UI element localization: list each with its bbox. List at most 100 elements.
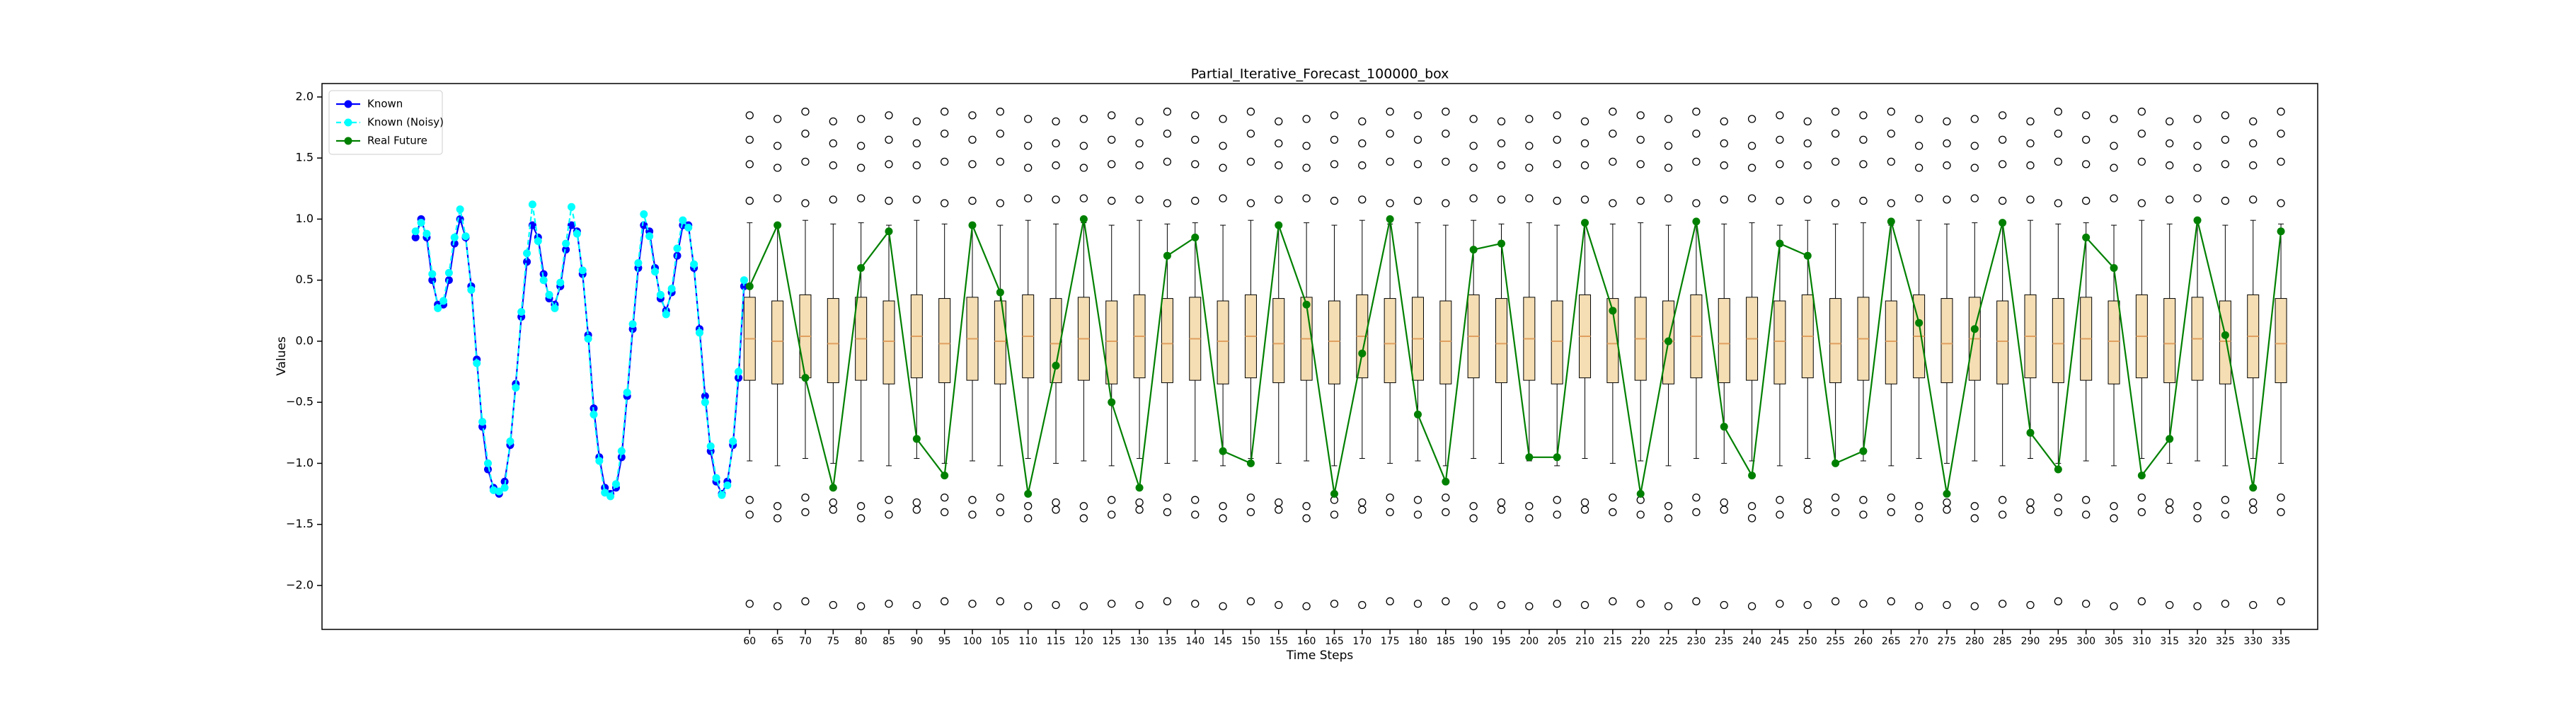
x-tick-label: 290 [2021, 636, 2040, 647]
flier [2221, 160, 2230, 169]
x-tick-label: 65 [771, 636, 784, 647]
flier [857, 602, 866, 610]
flier [1970, 602, 1979, 610]
series-marker [606, 492, 615, 501]
flier [1024, 502, 1033, 510]
flier [1943, 117, 1951, 126]
flier [1079, 502, 1088, 510]
flier [2166, 506, 2174, 514]
x-tick-label: 110 [1018, 636, 1037, 647]
flier [1108, 196, 1116, 205]
flier [1831, 597, 1840, 605]
flier [1553, 135, 1561, 144]
flier [1580, 117, 1589, 126]
flier [1831, 157, 1840, 166]
x-tick-label: 275 [1938, 636, 1957, 647]
flier [1580, 506, 1589, 514]
flier [941, 199, 949, 207]
x-tick-label: 320 [2188, 636, 2207, 647]
x-tick-label: 80 [855, 636, 868, 647]
flier [912, 139, 921, 148]
x-tick-label: 220 [1631, 636, 1650, 647]
series-marker [1887, 217, 1895, 226]
flier [1747, 502, 1756, 510]
flier [2193, 602, 2202, 610]
box [1161, 298, 1173, 384]
flier [1553, 600, 1561, 608]
flier [1302, 514, 1311, 523]
flier [857, 115, 866, 123]
flier [829, 139, 837, 148]
flier [2054, 508, 2062, 517]
flier [2277, 108, 2285, 116]
flier [1024, 514, 1033, 523]
flier [1246, 597, 1255, 605]
flier [1219, 115, 1227, 123]
box [1105, 300, 1118, 384]
box [1272, 298, 1285, 384]
flier [1636, 510, 1645, 519]
flier [2137, 493, 2146, 502]
flier [2166, 600, 2174, 610]
x-tick-label: 105 [991, 636, 1010, 647]
flier [1135, 600, 1144, 610]
series-marker [495, 487, 503, 496]
series-marker [1302, 300, 1311, 309]
flier [1580, 139, 1589, 148]
flier [1970, 514, 1979, 523]
x-tick-label: 140 [1185, 636, 1204, 647]
box [1495, 298, 1508, 384]
x-tick-label: 130 [1130, 636, 1149, 647]
flier [1413, 600, 1422, 608]
x-tick-label: 330 [2243, 636, 2262, 647]
flier [2221, 196, 2230, 205]
flier [2277, 157, 2285, 166]
flier [1469, 115, 1478, 123]
flier [941, 597, 949, 605]
flier [1747, 115, 1756, 123]
flier [1692, 199, 1701, 207]
flier [1776, 196, 1784, 205]
series-marker [617, 453, 626, 462]
series-marker [2193, 216, 2202, 224]
flier [1079, 602, 1088, 610]
series-marker [912, 435, 921, 443]
series-marker [774, 221, 782, 229]
series-marker [439, 297, 448, 305]
flier [1803, 139, 1812, 148]
series-marker [434, 304, 442, 312]
flier [1191, 196, 1200, 205]
series-marker [456, 205, 464, 214]
flier [1275, 600, 1283, 610]
flier [1580, 161, 1589, 170]
series-marker [701, 392, 709, 401]
x-tick-label: 60 [743, 636, 756, 647]
flier [1887, 493, 1895, 502]
flier [1776, 600, 1784, 608]
flier [745, 160, 754, 169]
legend-marker [344, 137, 352, 145]
plot-area [411, 108, 2287, 610]
flier [1079, 142, 1088, 150]
series-marker [729, 437, 737, 445]
box [2163, 298, 2176, 384]
flier [1386, 157, 1394, 166]
flier [1330, 196, 1339, 205]
series-marker [1108, 398, 1116, 406]
series-marker [411, 233, 420, 241]
flier [1887, 508, 1895, 517]
series-marker [506, 437, 514, 445]
flier [1275, 139, 1283, 148]
x-tick-label: 170 [1352, 636, 1372, 647]
flier [1525, 164, 1534, 172]
box [1551, 300, 1563, 384]
flier [1275, 498, 1283, 507]
axes-frame [321, 83, 2318, 630]
flier [2137, 508, 2146, 517]
flier [1413, 510, 1422, 519]
flier [968, 160, 977, 169]
flier [1358, 195, 1367, 204]
flier [1914, 502, 1924, 510]
box [1996, 300, 2009, 384]
